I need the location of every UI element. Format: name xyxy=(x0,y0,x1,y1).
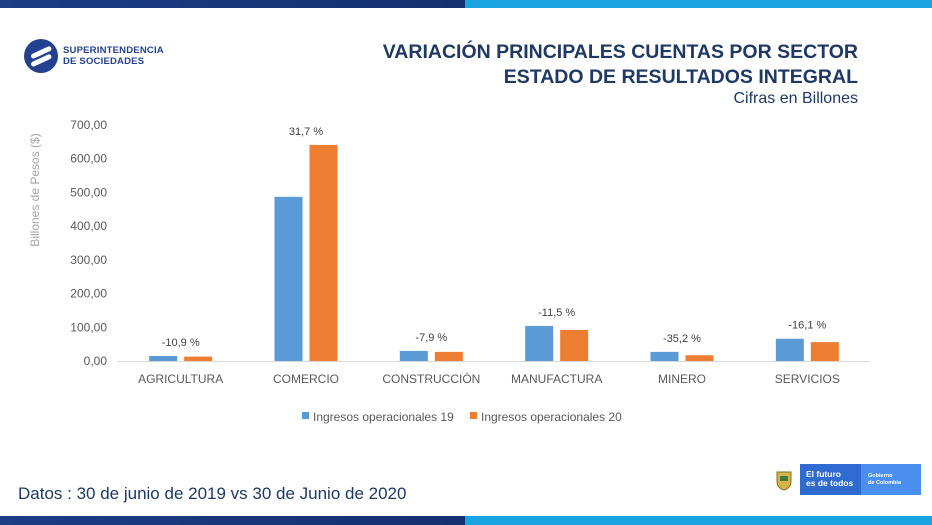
legend-swatch xyxy=(302,412,309,419)
y-tick-label: 0,00 xyxy=(84,354,108,368)
gov-right1: Gobierno xyxy=(868,473,893,479)
bar-ingresos-19 xyxy=(399,350,428,361)
x-category-label: MANUFACTURA xyxy=(511,372,602,386)
x-category-label: AGRICULTURA xyxy=(138,372,223,386)
bar-ingresos-19 xyxy=(650,351,679,361)
bar-ingresos-20 xyxy=(309,144,338,361)
x-category-label: SERVICIOS xyxy=(775,372,840,386)
data-labels: -10,9 % 31,7 % -7,9 % -11,5 % -35,2 % -16,1 % xyxy=(162,126,827,349)
y-tick-label: 400,00 xyxy=(70,219,107,233)
bar-ingresos-20 xyxy=(810,342,839,361)
bar-chart: 0,00 100,00 200,00 300,00 400,00 500,00 600,00… xyxy=(28,118,870,424)
gov-line2: es de todos xyxy=(806,478,854,488)
data-date-note: Datos : 30 de junio de 2019 vs 30 de Jun… xyxy=(18,484,407,503)
y-tick-label: 100,00 xyxy=(70,320,107,334)
category-labels: AGRICULTURA COMERCIO CONSTRUCCIÓN MANUFACTU… xyxy=(138,371,840,386)
legend-label: Ingresos operacionales 19 xyxy=(313,410,454,424)
bars xyxy=(149,144,839,361)
legend-label: Ingresos operacionales 20 xyxy=(481,410,622,424)
variation-label: -7,9 % xyxy=(415,332,447,344)
bar-ingresos-20 xyxy=(434,351,463,361)
colombia-shield-icon xyxy=(767,464,800,495)
bar-ingresos-20 xyxy=(184,356,213,361)
title-line2: ESTADO DE RESULTADOS INTEGRAL xyxy=(503,66,858,88)
variation-label: -11,5 % xyxy=(538,307,575,319)
title-line1: VARIACIÓN PRINCIPALES CUENTAS POR SECTOR xyxy=(382,41,858,63)
gobierno-colombia-logo: El futuro es de todos Gobierno de Colomb… xyxy=(767,464,921,495)
y-tick-label: 300,00 xyxy=(70,253,107,267)
y-axis: 0,00 100,00 200,00 300,00 400,00 500,00 600,00… xyxy=(70,118,107,368)
y-axis-label: Billones de Pesos ($) xyxy=(28,133,42,246)
page-subtitle: Cifras en Billones xyxy=(733,90,859,107)
variation-label: 31,7 % xyxy=(289,126,323,138)
bar-ingresos-19 xyxy=(525,325,554,361)
top-banner xyxy=(0,0,932,8)
x-category-label: CONSTRUCCIÓN xyxy=(382,371,480,386)
x-category-label: COMERCIO xyxy=(273,372,339,386)
variation-label: -35,2 % xyxy=(663,333,701,345)
page-title: VARIACIÓN PRINCIPALES CUENTAS POR SECTOR… xyxy=(383,40,858,90)
gov-line1: El futuro xyxy=(806,469,841,479)
y-tick-label: 500,00 xyxy=(70,185,107,199)
logo-line2: DE SOCIEDADES xyxy=(63,56,145,67)
legend: Ingresos operacionales 19 Ingresos operac… xyxy=(302,410,622,424)
x-category-label: MINERO xyxy=(658,372,706,386)
supersociedades-logo-icon xyxy=(24,39,58,73)
bar-ingresos-20 xyxy=(560,329,589,361)
bar-ingresos-19 xyxy=(274,196,303,361)
variation-label: -10,9 % xyxy=(162,337,200,349)
bar-ingresos-20 xyxy=(685,355,714,361)
legend-swatch xyxy=(470,412,477,419)
supersociedades-logo: SUPERINTENDENCIA DE SOCIEDADES xyxy=(24,39,164,73)
logo-line1: SUPERINTENDENCIA xyxy=(63,45,164,56)
y-tick-label: 200,00 xyxy=(70,287,107,301)
y-tick-label: 600,00 xyxy=(70,152,107,166)
y-tick-label: 700,00 xyxy=(70,118,107,132)
bottom-banner xyxy=(0,516,932,525)
variation-label: -16,1 % xyxy=(788,320,826,332)
bar-ingresos-19 xyxy=(149,355,178,361)
bar-ingresos-19 xyxy=(775,338,804,361)
gov-right2: de Colombia xyxy=(868,480,902,486)
